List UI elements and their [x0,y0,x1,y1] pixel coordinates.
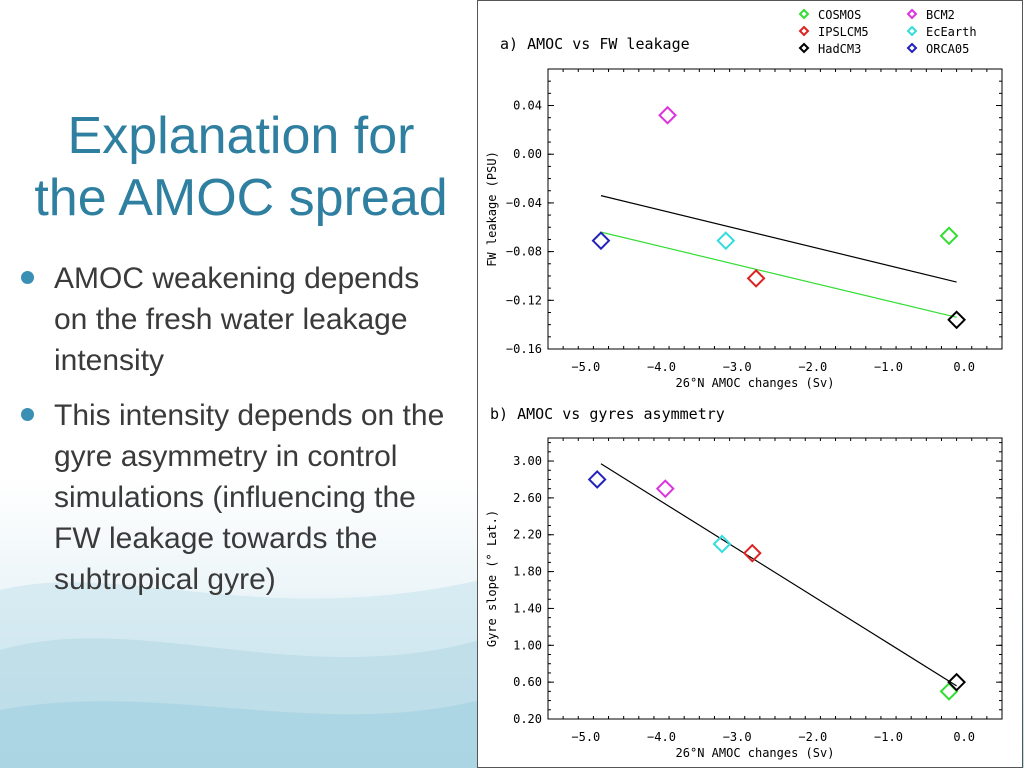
slide-title: Explanation for the AMOC spread [6,105,476,229]
slide-title-line-1: Explanation for [67,106,415,165]
legend-marker-orca05 [906,42,918,54]
slide-title-line-2: the AMOC spread [34,168,448,227]
bullet-text: AMOC weakening depends on the fresh wate… [54,262,420,377]
data-point-bcm2-a [658,105,677,125]
y-tick-label-a: −0.04 [506,196,542,210]
data-point-ipslcm5-a [746,268,766,288]
legend-label-orca05: ORCA05 [926,42,969,56]
y-tick-label-a: −0.12 [506,293,542,307]
y-tick-label-b: 0.60 [513,675,542,689]
y-tick-label-a: 0.04 [513,99,542,113]
y-axis-label-b: Gyre slope (° Lat.) [485,510,499,647]
x-tick-label-a: 0.0 [953,360,975,374]
x-tick-label-a: −1.0 [874,360,903,374]
fit-line-b-0 [600,463,957,687]
x-tick-label-a: −4.0 [647,360,676,374]
data-point-ecearth-a [716,231,736,251]
legend-marker-ipslcm5 [798,25,810,37]
plot-frame-a [547,68,1003,350]
chart-title-b: b) AMOC vs gyres asymmetry [490,405,725,423]
data-point-hadcm3-a [947,310,967,330]
legend-marker-cosmos [798,8,810,20]
figure-panel: COSMOS IPSLCM5 HadCM3 BCM2 EcEarth ORCA05 a) A… [477,0,1023,768]
chart-title-a: a) AMOC vs FW leakage [500,35,690,53]
bullet-text: This intensity depends on the gyre asymm… [54,399,445,596]
legend-label-hadcm3: HadCM3 [818,42,861,56]
decorative-wave [0,580,480,768]
y-tick-label-b: 2.20 [513,528,542,542]
x-tick-label-b: 0.0 [953,730,975,744]
plot-frame-b [547,437,1003,720]
data-point-ecearth-b [712,534,732,554]
data-point-orca05-a [591,231,611,251]
y-axis-label-a: FW leakage (PSU) [485,151,499,267]
x-tick-label-b: −5.0 [571,730,600,744]
y-tick-label-b: 0.20 [513,712,542,726]
fit-line-a-1 [600,231,957,318]
data-point-cosmos-b [939,681,959,701]
x-tick-label-b: −1.0 [874,730,903,744]
bullet-dot-icon [21,271,34,284]
y-tick-label-b: 1.80 [513,565,542,579]
y-tick-label-a: −0.16 [506,342,542,356]
legend-label-cosmos: COSMOS [818,8,861,22]
bullet-item: This intensity depends on the gyre asymm… [20,395,460,600]
legend-marker-bcm2 [906,8,918,20]
bullet-list: AMOC weakening depends on the fresh wate… [20,258,460,614]
y-tick-label-a: 0.00 [513,147,542,161]
legend-label-ipslcm5: IPSLCM5 [818,25,869,39]
y-tick-label-b: 2.60 [513,491,542,505]
x-axis-label-b: 26°N AMOC changes (Sv) [676,746,835,760]
x-tick-label-b: −2.0 [798,730,827,744]
x-axis-label-a: 26°N AMOC changes (Sv) [676,376,835,390]
figure-svg: COSMOS IPSLCM5 HadCM3 BCM2 EcEarth ORCA05 a) A… [485,8,1003,760]
x-tick-label-a: −2.0 [798,360,827,374]
x-tick-label-b: −3.0 [723,730,752,744]
data-point-orca05-b [587,470,607,489]
y-tick-label-a: −0.08 [506,245,542,259]
data-point-cosmos-a [939,226,959,246]
x-tick-label-a: −5.0 [571,360,600,374]
legend-label-bcm2: BCM2 [926,8,955,22]
x-tick-label-b: −4.0 [647,730,676,744]
bullet-dot-icon [21,408,34,421]
data-point-ipslcm5-b [742,543,762,563]
y-tick-label-b: 1.00 [513,638,542,652]
data-point-hadcm3-b [947,672,967,692]
x-tick-label-a: −3.0 [723,360,752,374]
bullet-item: AMOC weakening depends on the fresh wate… [20,258,460,381]
fit-line-a-0 [600,195,957,283]
data-point-bcm2-b [655,479,675,499]
legend-marker-ecearth [906,25,918,37]
legend-label-ecearth: EcEarth [926,25,977,39]
y-tick-label-b: 3.00 [513,454,542,468]
y-tick-label-b: 1.40 [513,601,542,615]
legend-marker-hadcm3 [798,42,810,54]
